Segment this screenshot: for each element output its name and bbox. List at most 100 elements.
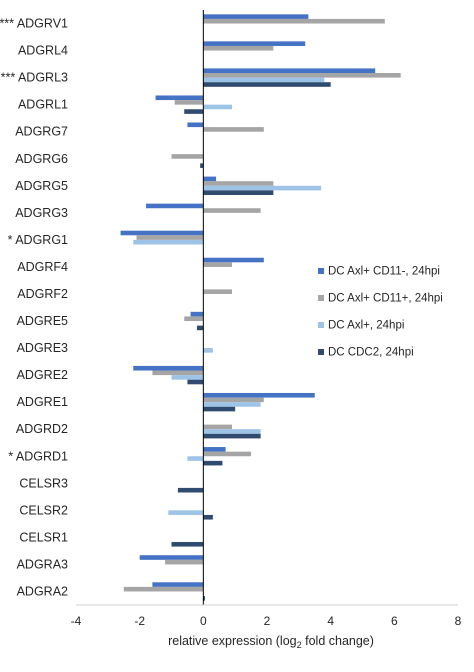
bar-adgre1-series-2 bbox=[203, 397, 264, 403]
category-label-adgrd2: ADGRD2 bbox=[16, 422, 68, 436]
bar-adgrl3-series-2 bbox=[203, 73, 401, 78]
bar-adgrg6-series-2 bbox=[171, 154, 204, 159]
x-tick-label: -4 bbox=[71, 614, 82, 628]
bar-adgrl1-series-2 bbox=[174, 100, 204, 105]
bar-adgre2-series-4 bbox=[187, 379, 204, 385]
x-tick-labels-group: -4 -2 0 2 4 6 8 bbox=[71, 614, 462, 628]
legend: DC Axl+ CD11-, 24hpi DC Axl+ CD11+, 24hpi… bbox=[318, 266, 443, 359]
bar-adgrd2-series-2 bbox=[203, 424, 232, 430]
category-label-adgre1: ADGRE1 bbox=[17, 395, 68, 409]
bar-adgrl1-series-3 bbox=[203, 104, 232, 110]
bar-adgrl3-series-3 bbox=[203, 77, 325, 83]
category-label-adgre3: ADGRE3 bbox=[17, 341, 68, 355]
bar-adgre3-series-3 bbox=[203, 348, 213, 353]
bar-celsr3-series-4 bbox=[177, 487, 204, 493]
bar-adgrg5-series-4 bbox=[203, 190, 274, 195]
bar-celsr1-series-4 bbox=[171, 541, 204, 547]
category-label-celsr3: CELSR3 bbox=[19, 476, 68, 490]
bar-adgrf2-series-2 bbox=[203, 289, 232, 294]
bar-adgra2-series-2 bbox=[123, 586, 204, 592]
bar-adgre1-series-1 bbox=[203, 392, 315, 398]
category-label-celsr1: CELSR1 bbox=[19, 530, 68, 544]
category-label-adgrd1: * ADGRD1 bbox=[8, 449, 68, 463]
bar-adgre5-series-1 bbox=[190, 311, 204, 317]
bar-adgre2-series-1 bbox=[133, 365, 204, 371]
bar-adgrg5-series-3 bbox=[203, 185, 322, 191]
bar-adgrl1-series-1 bbox=[155, 95, 204, 101]
bar-adgrl3-series-1 bbox=[203, 68, 376, 74]
category-label-adgrl4: ADGRL4 bbox=[18, 44, 68, 58]
bar-celsr2-series-4 bbox=[203, 514, 213, 520]
x-tick-label: -2 bbox=[134, 614, 145, 628]
legend-swatch-2 bbox=[318, 295, 324, 301]
bar-adgrg1-series-3 bbox=[133, 239, 204, 245]
bar-adgrg5-series-2 bbox=[203, 181, 274, 186]
legend-swatch-4 bbox=[318, 349, 324, 355]
category-label-adgrg6: ADGRG6 bbox=[15, 152, 68, 166]
bar-adgra2-series-4 bbox=[203, 596, 205, 601]
legend-label-4: DC CDC2, 24hpi bbox=[328, 347, 414, 359]
bar-adgrd2-series-3 bbox=[203, 429, 261, 434]
x-tick-label: 4 bbox=[327, 614, 334, 628]
legend-label-1: DC Axl+ CD11-, 24hpi bbox=[328, 266, 440, 278]
bar-adgrg3-series-2 bbox=[203, 208, 261, 213]
category-label-adgre2: ADGRE2 bbox=[17, 368, 68, 382]
x-axis-label-suffix: fold change) bbox=[302, 634, 374, 648]
category-label-adgre5: ADGRE5 bbox=[17, 314, 68, 328]
legend-label-2: DC Axl+ CD11+, 24hpi bbox=[328, 293, 443, 305]
legend-swatch-1 bbox=[318, 268, 324, 274]
bar-adgrl4-series-1 bbox=[203, 41, 306, 46]
category-labels-group: *** ADGRV1 ADGRL4 *** ADGRL3 ADGRL1 ADGRG7 AD… bbox=[0, 17, 68, 599]
category-label-adgra2: ADGRA2 bbox=[17, 584, 68, 598]
bar-adgrl1-series-4 bbox=[184, 109, 204, 114]
category-label-adgrf2: ADGRF2 bbox=[17, 287, 68, 301]
x-axis-label-subscript: 2 bbox=[297, 640, 302, 650]
bar-adgrg7-series-2 bbox=[203, 127, 264, 132]
bar-adgrl4-series-2 bbox=[203, 45, 274, 51]
bar-adgre1-series-3 bbox=[203, 402, 261, 407]
bar-adgre5-series-4 bbox=[196, 325, 204, 331]
bar-adgre2-series-2 bbox=[152, 370, 204, 376]
bar-adgre1-series-4 bbox=[203, 406, 236, 412]
category-label-adgra3: ADGRA3 bbox=[17, 557, 68, 571]
category-label-adgrf4: ADGRF4 bbox=[17, 260, 68, 274]
bar-adgrd2-series-4 bbox=[203, 433, 261, 439]
bar-adgrd1-series-4 bbox=[203, 460, 223, 466]
bar-adgrf4-series-1 bbox=[203, 257, 264, 263]
bar-adgrl3-series-4 bbox=[203, 82, 331, 87]
x-tick-label: 2 bbox=[264, 614, 271, 628]
bar-adgrg3-series-1 bbox=[146, 203, 204, 209]
category-label-adgrg5: ADGRG5 bbox=[15, 179, 68, 193]
bar-adgrg1-series-1 bbox=[120, 230, 204, 236]
bar-adgrv1-series-2 bbox=[203, 18, 385, 24]
bar-adgre5-series-2 bbox=[184, 316, 204, 322]
category-label-adgrl1: ADGRL1 bbox=[18, 98, 68, 112]
category-label-celsr2: CELSR2 bbox=[19, 503, 68, 517]
category-label-adgrv1: *** ADGRV1 bbox=[0, 17, 68, 31]
bar-adgra3-series-2 bbox=[165, 559, 204, 565]
bar-adgrg1-series-2 bbox=[136, 235, 204, 240]
category-label-adgrg7: ADGRG7 bbox=[15, 125, 68, 139]
x-axis-label-prefix: relative expression (log bbox=[168, 634, 297, 648]
bar-adgrf4-series-2 bbox=[203, 262, 232, 267]
bar-celsr2-series-3 bbox=[168, 510, 204, 515]
bars-group bbox=[120, 14, 401, 601]
bar-adgra2-series-1 bbox=[152, 582, 204, 587]
bar-adgra3-series-1 bbox=[139, 555, 204, 560]
bar-adgrg7-series-1 bbox=[187, 122, 204, 128]
legend-label-3: DC Axl+, 24hpi bbox=[328, 320, 404, 332]
legend-swatch-3 bbox=[318, 322, 324, 328]
x-tick-label: 8 bbox=[455, 614, 462, 628]
category-label-adgrg3: ADGRG3 bbox=[15, 206, 68, 220]
bar-adgrg6-series-4 bbox=[200, 163, 204, 168]
bar-adgrg5-series-1 bbox=[203, 176, 217, 182]
x-axis-label: relative expression (log2 fold change) bbox=[168, 634, 374, 650]
bar-adgre2-series-3 bbox=[171, 375, 204, 380]
x-tick-label: 6 bbox=[391, 614, 398, 628]
category-label-adgrl3: *** ADGRL3 bbox=[1, 71, 68, 85]
category-label-adgrg1: * ADGRG1 bbox=[8, 233, 68, 247]
bar-adgrd1-series-2 bbox=[203, 451, 252, 457]
bar-adgrd1-series-1 bbox=[203, 447, 226, 452]
bar-adgrd1-series-3 bbox=[187, 456, 204, 461]
